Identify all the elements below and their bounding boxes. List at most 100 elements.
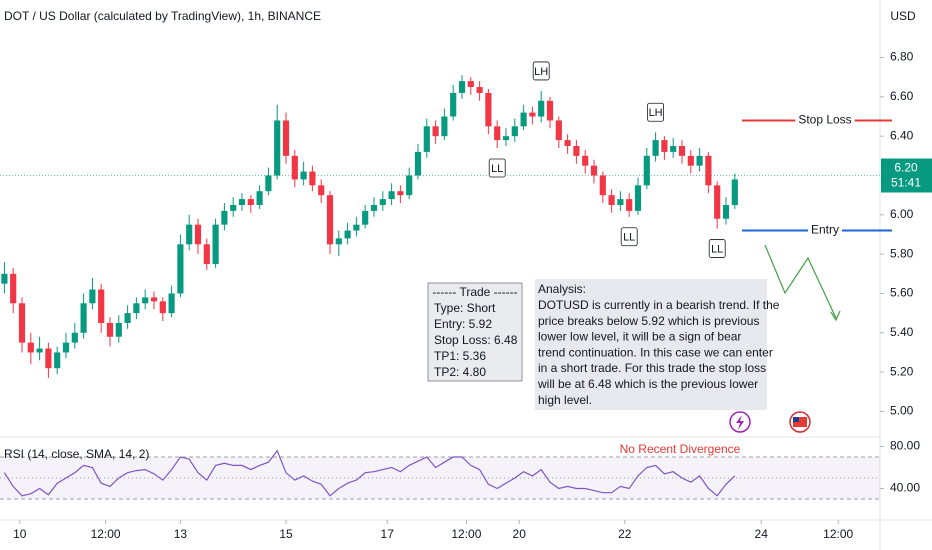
candle-body — [62, 342, 70, 353]
x-tick-label: 22 — [618, 527, 632, 541]
candle-body — [397, 191, 404, 196]
projection-arrowhead — [830, 310, 841, 322]
candle-body — [194, 224, 202, 245]
analysis-line: Analysis: — [538, 282, 586, 296]
candle-body — [502, 136, 510, 141]
level-label-bg — [807, 222, 843, 237]
annotation-box — [532, 61, 550, 81]
candle-body — [159, 301, 166, 314]
candle-body — [106, 322, 114, 337]
annotation-label: LL — [491, 163, 503, 175]
candle-body — [203, 244, 210, 264]
candle-body — [661, 140, 668, 152]
price-badge-countdown: 51:41 — [891, 176, 921, 190]
x-tick-label: 17 — [381, 527, 395, 541]
candle-body — [652, 140, 659, 156]
candle-body — [98, 289, 105, 323]
candle-body — [573, 146, 580, 156]
candle-body — [362, 210, 369, 225]
candle-body — [511, 126, 518, 137]
annotation-box — [647, 102, 664, 122]
candle-body — [432, 126, 439, 137]
candle-body — [705, 155, 712, 186]
annotation-box — [620, 227, 638, 247]
candle-body — [467, 81, 474, 88]
candle-body — [722, 204, 730, 219]
candle-body — [494, 126, 501, 141]
candle-body — [687, 155, 694, 166]
analysis-line: lower low level, it will be a sign of be… — [538, 330, 741, 344]
x-tick-label: 15 — [279, 527, 293, 541]
x-tick-label: 12:00 — [451, 527, 481, 541]
candle-body — [643, 155, 650, 186]
candle-body — [388, 191, 395, 200]
flag-canton — [793, 417, 799, 422]
candle-body — [300, 171, 307, 180]
annotation-label: LL — [711, 243, 723, 255]
candle-body — [10, 273, 17, 304]
projection-path — [764, 244, 837, 319]
candle-body — [36, 348, 43, 353]
candle-body — [379, 199, 386, 205]
candle-body — [406, 175, 413, 196]
candle-body — [564, 140, 571, 147]
candle-body — [133, 303, 140, 314]
candle-body — [476, 87, 483, 93]
x-tick-label: 12:00 — [91, 527, 121, 541]
level-label-bg — [795, 112, 855, 127]
candle-body — [177, 244, 184, 294]
candle-body — [142, 297, 149, 304]
candle-body — [238, 199, 246, 205]
candle-body — [71, 332, 78, 343]
candle-body — [670, 146, 677, 152]
candle-body — [546, 100, 554, 121]
lightning-icon — [736, 415, 744, 430]
candle-body — [423, 126, 430, 152]
candle-body — [353, 224, 360, 231]
candle-body — [731, 179, 738, 205]
annotation-label: LH — [534, 66, 548, 78]
candle-body — [696, 155, 703, 166]
chart-title: DOT / US Dollar (calculated by TradingVi… — [4, 9, 321, 23]
candle-body — [555, 120, 562, 141]
y-tick-label: 5.20 — [890, 364, 914, 378]
y-tick-label: 5.00 — [890, 404, 914, 418]
annotation-label: LH — [649, 107, 663, 119]
y-tick-label: 5.60 — [890, 286, 914, 300]
annotation-label: LL — [623, 232, 635, 244]
analysis-line: high level. — [538, 393, 592, 407]
analysis-box — [535, 279, 767, 410]
y-tick-label: 6.40 — [890, 128, 914, 142]
x-tick-label: 20 — [513, 527, 527, 541]
candle-body — [89, 289, 96, 304]
candle-body — [370, 204, 378, 211]
analysis-line: price breaks below 5.92 which is previou… — [538, 314, 759, 328]
y-tick-label: 5.40 — [890, 325, 914, 339]
annotation-box — [488, 158, 506, 178]
trade-line: Type: Short — [434, 301, 496, 315]
trade-line: ------ Trade ------ — [432, 285, 517, 299]
candle-body — [80, 303, 87, 333]
rsi-label: RSI (14, close, SMA, 14, 2) — [4, 447, 149, 461]
candle-body — [520, 112, 527, 127]
analysis-line: will be at 6.48 which is the previous lo… — [537, 377, 758, 391]
candle-body — [221, 210, 228, 225]
candle-body — [115, 322, 122, 337]
candle-body — [485, 92, 492, 127]
candle-body — [168, 293, 175, 314]
candle-body — [230, 204, 237, 211]
price-badge — [881, 158, 932, 193]
level-label: Stop Loss — [798, 113, 851, 127]
trade-line: Stop Loss: 6.48 — [434, 333, 518, 347]
candle-body — [441, 116, 448, 137]
candle-body — [282, 120, 290, 156]
candle-body — [529, 112, 536, 117]
trade-box — [427, 282, 523, 382]
candle-body — [212, 224, 219, 264]
candle-body — [335, 238, 342, 245]
candle-body — [45, 348, 52, 369]
candle-body — [458, 81, 466, 93]
analysis-line: in a short trade. For this trade the sto… — [538, 361, 766, 375]
